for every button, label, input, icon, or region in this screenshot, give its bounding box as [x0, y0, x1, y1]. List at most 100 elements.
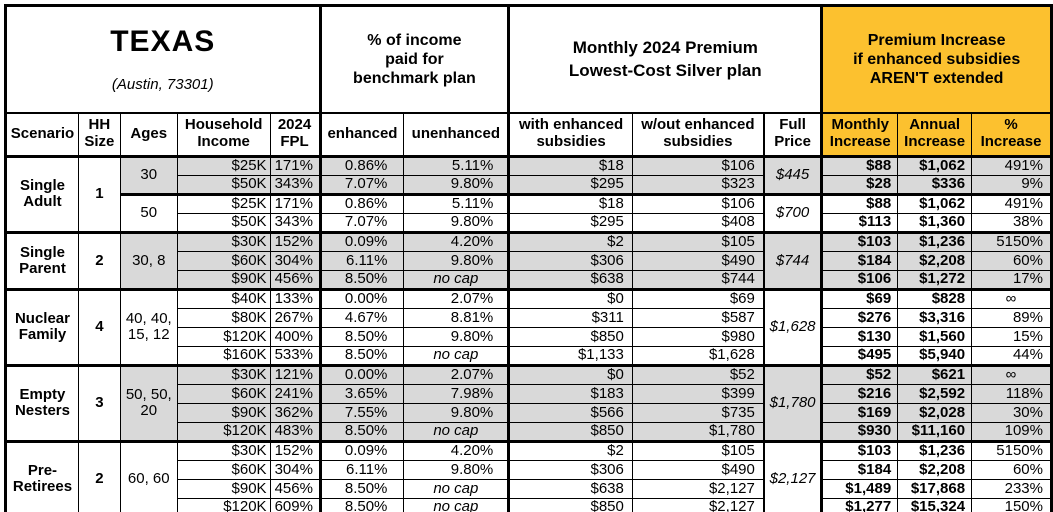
pct-increase-value: 15% — [971, 326, 1052, 347]
col-header-scenario: Scenario — [5, 112, 79, 158]
household-income-value: $30K — [176, 231, 271, 252]
pct-increase-value: 118% — [971, 383, 1052, 404]
pct-increase-value: ∞ — [971, 364, 1052, 385]
table-title: TEXAS — [110, 25, 216, 58]
unenhanced-pct-value: no cap — [403, 497, 510, 512]
enhanced-pct-value: 0.86% — [318, 193, 405, 214]
unenhanced-pct-value: 9.80% — [403, 174, 510, 196]
hh-size-value: 4 — [77, 288, 121, 367]
enhanced-pct-value: 8.50% — [318, 345, 405, 367]
premium-with-subsidies-value: $638 — [507, 478, 633, 499]
enhanced-pct-value: 8.50% — [318, 478, 405, 499]
table-row: Single Parent 2 30, 8 $30K 152% 0.09% 4.20% $2 $… — [5, 231, 1052, 291]
household-income-value: $25K — [176, 193, 271, 214]
monthly-increase-value: $930 — [820, 421, 899, 443]
table-row: $160K 533% 8.50% no cap $1,133 $1,628 $495 $5,9… — [6, 345, 1052, 367]
monthly-increase-value: $28 — [820, 174, 899, 196]
premium-without-subsidies-value: $744 — [631, 269, 765, 291]
pct-increase-value: 233% — [971, 478, 1052, 499]
pct-increase-value: 89% — [971, 307, 1052, 328]
table-row: $90K 362% 7.55% 9.80% $566 $735 $169 $2,028 30% — [6, 402, 1052, 423]
scenario-label: Single Adult — [5, 155, 79, 234]
annual-increase-value: $336 — [897, 174, 973, 196]
household-income-value: $50K — [176, 174, 271, 196]
table-row: Single Adult 1 30 $25K 171% 0.86% 5.11% $18 $106… — [5, 155, 1052, 234]
enhanced-pct-value: 0.86% — [318, 155, 405, 176]
premium-with-subsidies-value: $2 — [507, 231, 633, 252]
annual-increase-value: $2,208 — [897, 459, 973, 480]
unenhanced-pct-value: no cap — [403, 478, 510, 499]
monthly-increase-value: $495 — [820, 345, 899, 367]
table-row: $120K 609% 8.50% no cap $850 $2,127 $1,277 $15,… — [6, 497, 1052, 512]
annual-increase-value: $1,236 — [897, 231, 973, 252]
annual-increase-value: $828 — [897, 288, 973, 309]
enhanced-pct-value: 8.50% — [318, 326, 405, 347]
pct-increase-value: 38% — [971, 212, 1052, 234]
unenhanced-pct-value: no cap — [403, 269, 510, 291]
unenhanced-pct-value: 5.11% — [403, 193, 510, 214]
premium-with-subsidies-value: $18 — [507, 193, 633, 214]
enhanced-pct-value: 4.67% — [318, 307, 405, 328]
enhanced-pct-value: 3.65% — [318, 383, 405, 404]
monthly-increase-value: $184 — [820, 459, 899, 480]
household-income-value: $60K — [176, 383, 271, 404]
unenhanced-pct-value: no cap — [403, 345, 510, 367]
full-price-value: $700 — [762, 193, 823, 234]
unenhanced-pct-value: 9.80% — [403, 459, 510, 480]
unenhanced-pct-value: 8.81% — [403, 307, 510, 328]
fpl-pct-value: 362% — [269, 402, 321, 423]
annual-increase-value: $11,160 — [897, 421, 973, 443]
monthly-increase-value: $1,489 — [820, 478, 899, 499]
ages-value: 30 — [119, 155, 178, 196]
unenhanced-pct-value: 4.20% — [403, 440, 510, 461]
full-price-value: $1,628 — [762, 288, 823, 367]
enhanced-pct-value: 8.50% — [318, 421, 405, 443]
col-header-full-price: Full Price — [762, 112, 823, 158]
col-header-monthly-increase: Monthly Increase — [820, 112, 899, 158]
household-income-value: $80K — [176, 307, 271, 328]
premium-without-subsidies-value: $105 — [631, 231, 765, 252]
household-income-value: $50K — [176, 212, 271, 234]
household-income-value: $90K — [176, 402, 271, 423]
premium-without-subsidies-value: $106 — [631, 193, 765, 214]
table-body: Single Adult 1 30 $25K 171% 0.86% 5.11% $18 $106… — [5, 155, 1052, 512]
premium-with-subsidies-value: $0 — [507, 288, 633, 309]
fpl-pct-value: 304% — [269, 250, 321, 271]
fpl-pct-value: 241% — [269, 383, 321, 404]
monthly-increase-value: $106 — [820, 269, 899, 291]
col-header-unenhanced: unenhanced — [403, 112, 510, 158]
fpl-pct-value: 483% — [269, 421, 321, 443]
hh-size-value: 1 — [77, 155, 121, 234]
annual-increase-value: $5,940 — [897, 345, 973, 367]
premium-with-subsidies-value: $850 — [507, 421, 633, 443]
household-income-value: $60K — [176, 459, 271, 480]
household-income-value: $90K — [176, 478, 271, 499]
annual-increase-value: $15,324 — [897, 497, 973, 512]
unenhanced-pct-value: no cap — [403, 421, 510, 443]
premium-with-subsidies-value: $183 — [507, 383, 633, 404]
pct-increase-value: 44% — [971, 345, 1052, 367]
pct-increase-value: 491% — [971, 193, 1052, 214]
header-group-row: TEXAS (Austin, 73301) % of income paid f… — [5, 5, 1052, 114]
household-income-value: $120K — [176, 497, 271, 512]
enhanced-pct-value: 6.11% — [318, 459, 405, 480]
hh-size-value: 2 — [77, 440, 121, 512]
col-header-ages: Ages — [119, 112, 178, 158]
table-row: $60K 304% 6.11% 9.80% $306 $490 $184 $2,208 60% — [6, 459, 1052, 480]
annual-increase-value: $2,208 — [897, 250, 973, 271]
enhanced-pct-value: 7.07% — [318, 212, 405, 234]
fpl-pct-value: 133% — [269, 288, 321, 309]
premium-comparison-table: TEXAS (Austin, 73301) % of income paid f… — [4, 4, 1053, 512]
premium-with-subsidies-value: $638 — [507, 269, 633, 291]
premium-without-subsidies-value: $52 — [631, 364, 765, 385]
col-header-annual-increase: Annual Increase — [897, 112, 973, 158]
annual-increase-value: $1,272 — [897, 269, 973, 291]
annual-increase-value: $1,062 — [897, 155, 973, 176]
column-header-row: Scenario HH Size Ages Household Income 2… — [5, 112, 1052, 158]
enhanced-pct-value: 7.07% — [318, 174, 405, 196]
pct-increase-value: 150% — [971, 497, 1052, 512]
ages-value: 30, 8 — [119, 231, 178, 291]
premium-without-subsidies-value: $105 — [631, 440, 765, 461]
table-row: $80K 267% 4.67% 8.81% $311 $587 $276 $3,316 89% — [6, 307, 1052, 328]
premium-without-subsidies-value: $490 — [631, 250, 765, 271]
